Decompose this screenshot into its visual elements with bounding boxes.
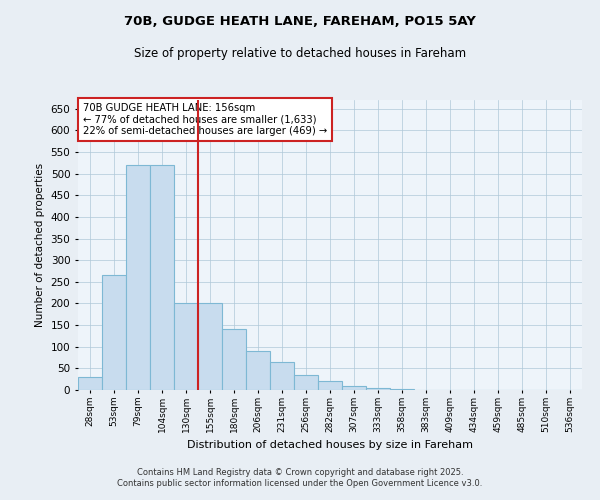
Bar [150, 165, 174, 390]
Bar [318, 382, 342, 390]
Bar [78, 377, 102, 390]
X-axis label: Distribution of detached houses by size in Fareham: Distribution of detached houses by size … [187, 440, 473, 450]
Bar [222, 330, 246, 390]
Bar [366, 388, 390, 390]
Bar [342, 386, 366, 390]
Y-axis label: Number of detached properties: Number of detached properties [35, 163, 45, 327]
Bar [126, 165, 150, 390]
Bar [198, 304, 222, 390]
Bar [174, 304, 198, 390]
Text: Contains HM Land Registry data © Crown copyright and database right 2025.
Contai: Contains HM Land Registry data © Crown c… [118, 468, 482, 487]
Bar [294, 375, 318, 390]
Bar [246, 351, 270, 390]
Bar [390, 389, 414, 390]
Bar [270, 362, 294, 390]
Text: 70B GUDGE HEATH LANE: 156sqm
← 77% of detached houses are smaller (1,633)
22% of: 70B GUDGE HEATH LANE: 156sqm ← 77% of de… [83, 103, 327, 136]
Text: Size of property relative to detached houses in Fareham: Size of property relative to detached ho… [134, 48, 466, 60]
Bar [102, 276, 126, 390]
Text: 70B, GUDGE HEATH LANE, FAREHAM, PO15 5AY: 70B, GUDGE HEATH LANE, FAREHAM, PO15 5AY [124, 15, 476, 28]
